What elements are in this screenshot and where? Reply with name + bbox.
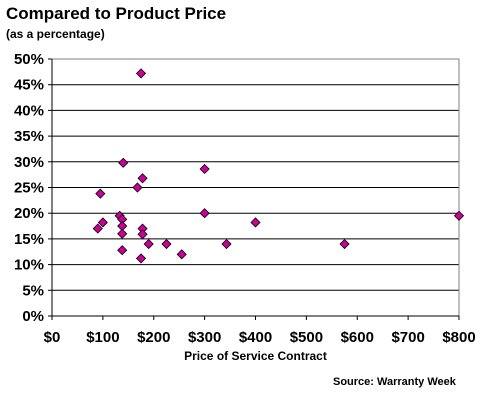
- data-point: [199, 208, 210, 219]
- y-tick-labels: 0% 5% 10% 15% 20% 25% 30% 35% 40% 45% 50%: [14, 51, 44, 325]
- source-note: Source: Warranty Week: [333, 376, 456, 388]
- x-tick-label: $0: [44, 329, 61, 346]
- y-tick-label: 25%: [14, 180, 44, 197]
- x-axis-label: Price of Service Contract: [184, 349, 327, 363]
- data-point: [250, 217, 261, 228]
- x-tick-label: $200: [137, 329, 170, 346]
- y-tick-label: 35%: [14, 128, 44, 145]
- x-tick-labels: $0 $100 $200 $300 $400 $500 $600 $700 $800: [44, 329, 476, 346]
- data-point: [339, 238, 350, 250]
- y-tick-label: 10%: [14, 257, 44, 274]
- y-tick-label: 15%: [14, 231, 44, 248]
- x-tick-label: $400: [239, 329, 272, 346]
- x-tick-label: $100: [86, 329, 119, 346]
- y-tick-label: 30%: [14, 154, 44, 171]
- x-tick-label: $500: [290, 329, 323, 346]
- y-tick-label: 5%: [22, 282, 44, 299]
- data-point: [135, 68, 147, 79]
- data-point: [143, 238, 154, 250]
- data-point: [221, 238, 232, 250]
- x-tick-label: $800: [442, 329, 475, 346]
- y-tick-label: 50%: [14, 51, 44, 68]
- data-point: [161, 238, 172, 250]
- axes: [51, 59, 460, 320]
- x-tick-label: $300: [188, 329, 221, 346]
- data-point: [118, 157, 129, 168]
- data-point: [199, 163, 210, 175]
- data-points: [92, 68, 465, 264]
- data-point: [137, 173, 148, 184]
- gridlines: [48, 58, 459, 317]
- data-point: [92, 223, 103, 234]
- data-point: [453, 210, 465, 221]
- x-tick-label: $600: [341, 329, 374, 346]
- data-point: [132, 182, 143, 193]
- data-point: [137, 229, 148, 240]
- data-point: [117, 245, 128, 256]
- x-tick-label: $700: [391, 329, 424, 346]
- y-tick-label: 40%: [14, 102, 44, 119]
- data-point: [117, 228, 128, 239]
- data-point: [135, 253, 147, 264]
- y-tick-label: 45%: [14, 77, 44, 94]
- data-point: [176, 249, 187, 260]
- chart-subtitle: (as a percentage): [6, 27, 105, 41]
- y-tick-label: 20%: [14, 205, 44, 222]
- chart-title: Compared to Product Price: [6, 4, 227, 23]
- data-point: [97, 217, 108, 228]
- data-point: [95, 188, 106, 199]
- y-tick-label: 0%: [22, 308, 44, 325]
